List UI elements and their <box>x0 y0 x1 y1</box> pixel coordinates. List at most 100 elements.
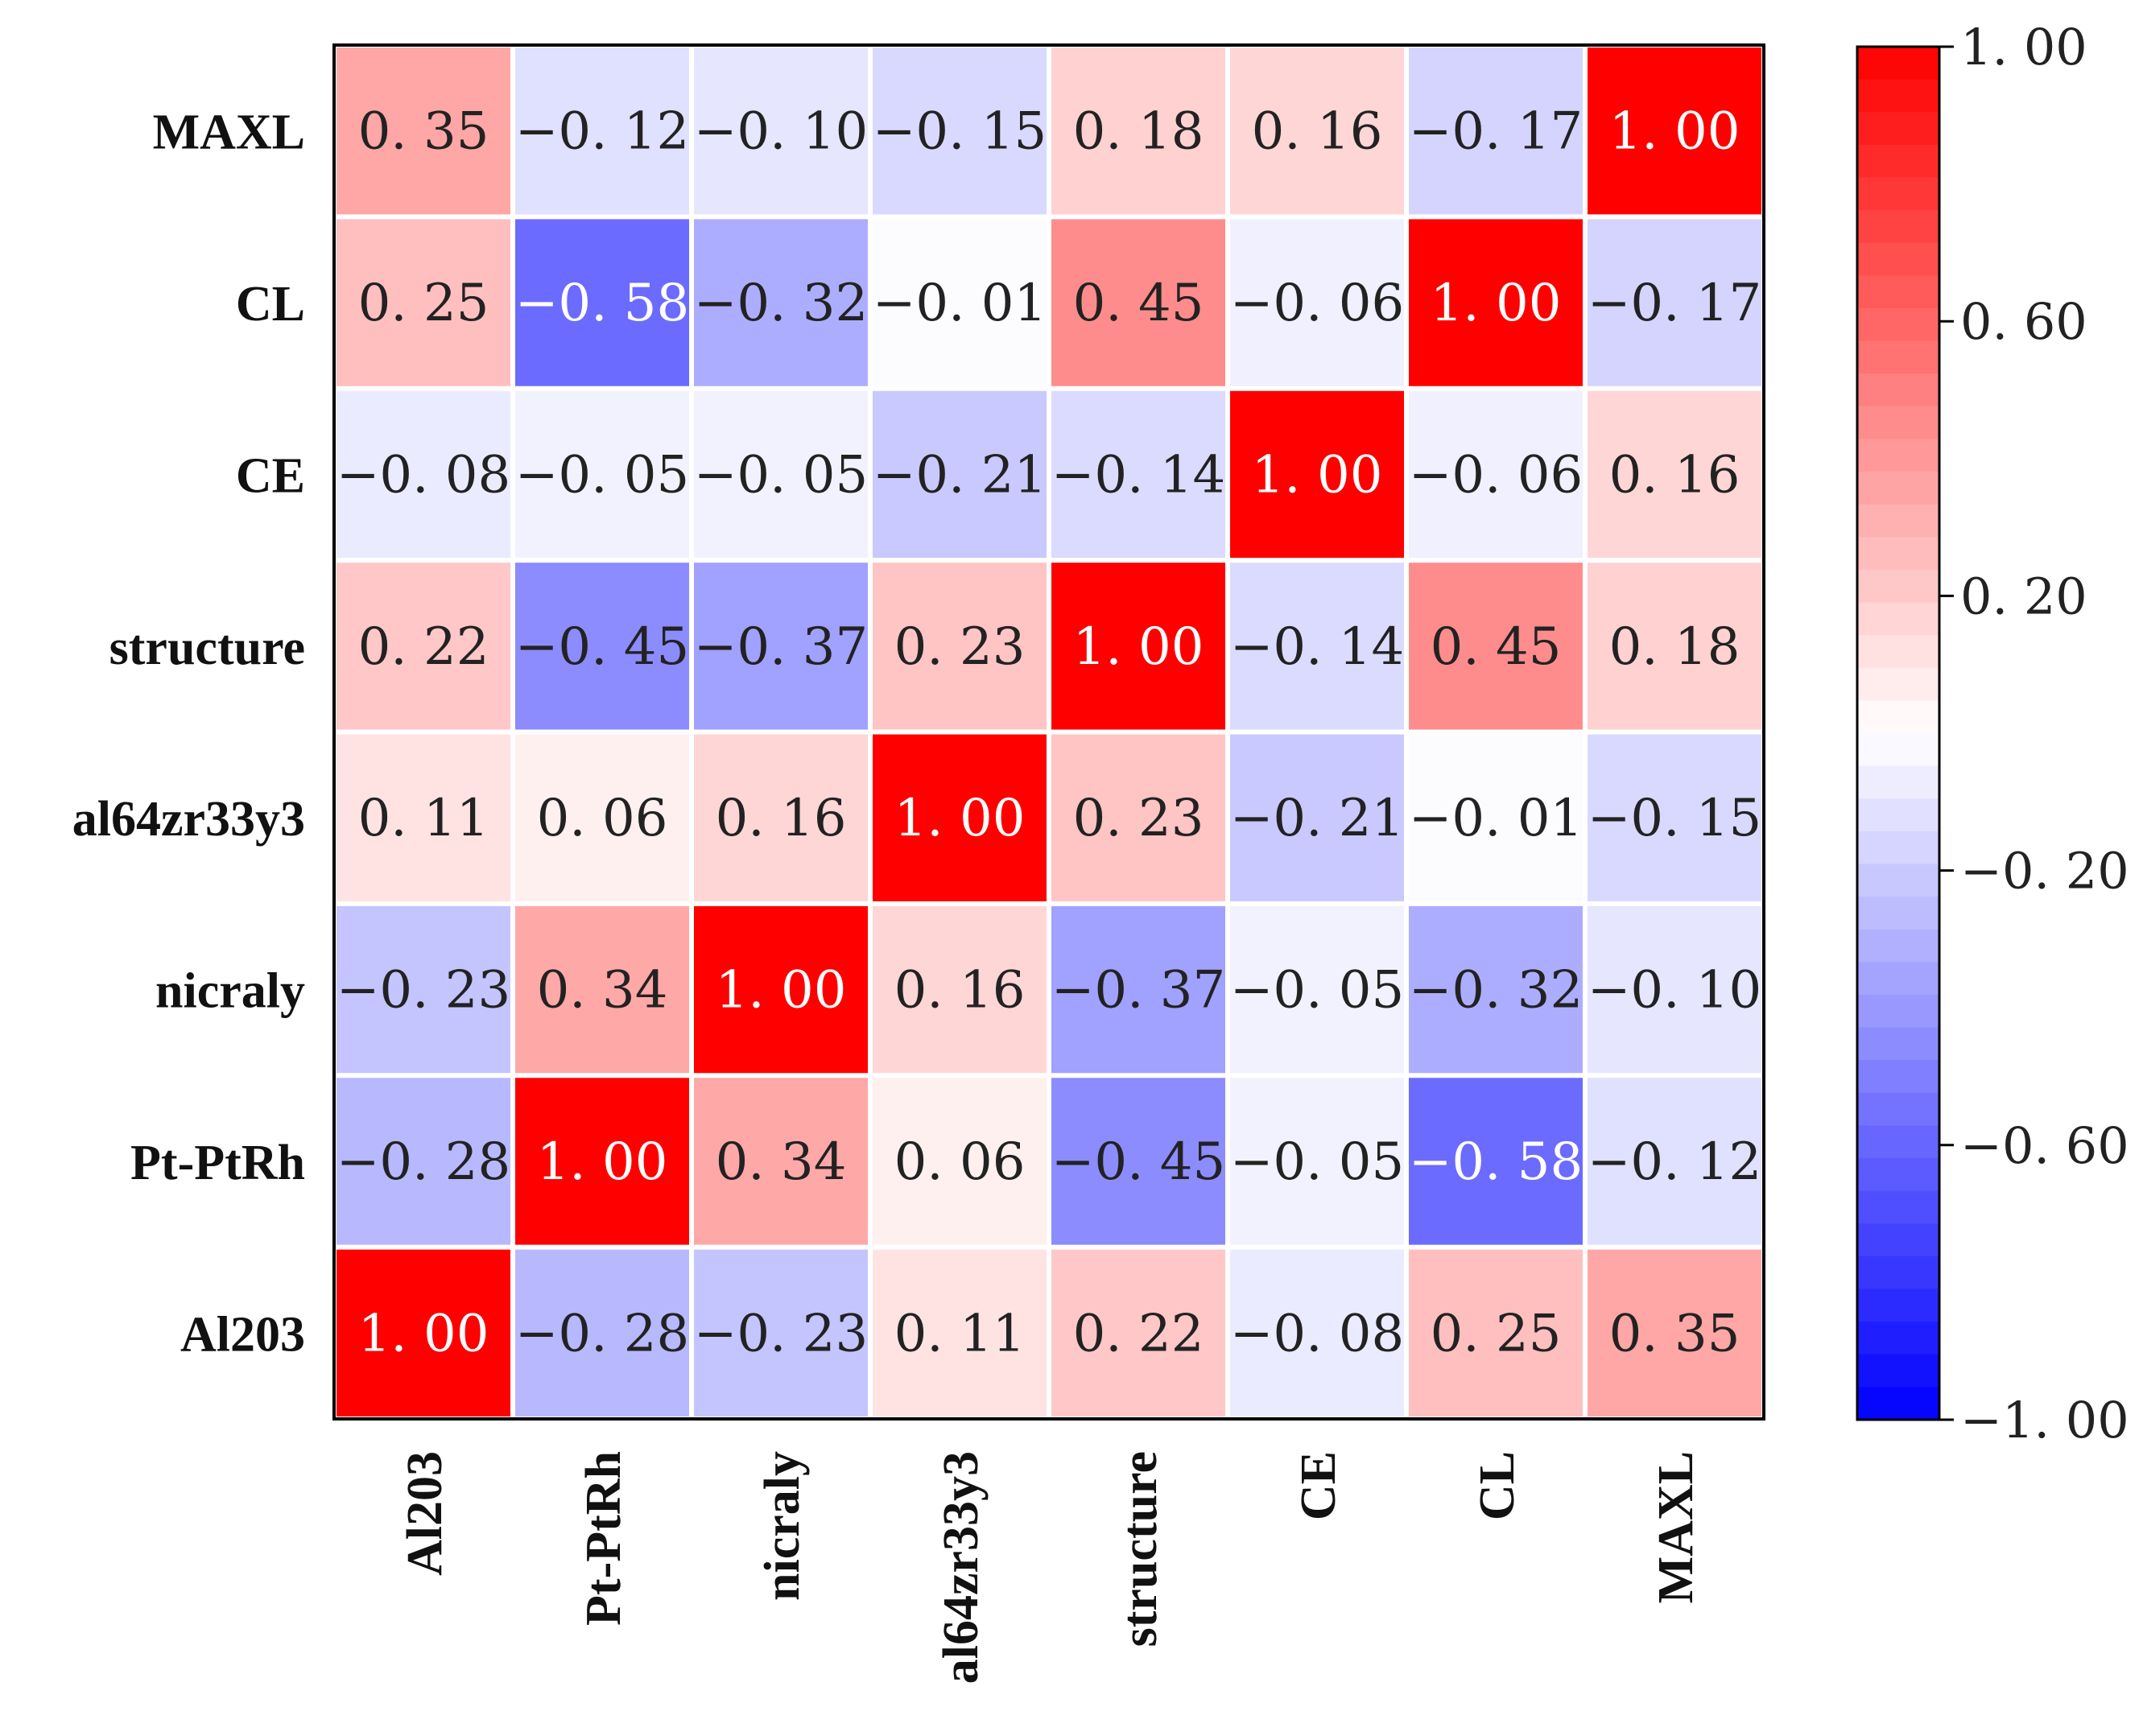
cell-value-label: −0. 01 <box>873 274 1047 333</box>
colorbar-band <box>1857 1060 1939 1094</box>
cell-value-label: −0. 08 <box>337 445 510 505</box>
heatmap-cell <box>873 905 1047 1074</box>
cell-value-label: −0. 58 <box>1409 1132 1583 1192</box>
row-tick-label: nicraly <box>155 964 305 1019</box>
colorbar-tick-label: 0. 20 <box>1960 567 2087 625</box>
heatmap-cell <box>1051 563 1225 730</box>
plot-frame <box>332 43 1765 1421</box>
cell-value-label: −0. 14 <box>1230 617 1404 677</box>
cell-value-label: 1. 00 <box>1252 445 1383 505</box>
colorbar-band <box>1857 635 1939 669</box>
heatmap-cell <box>694 390 868 559</box>
cell-value-label: −0. 32 <box>694 274 868 333</box>
cell-value-label: −0. 12 <box>515 102 689 162</box>
colorbar-band <box>1857 340 1939 375</box>
heatmap-cell <box>1588 47 1761 215</box>
heatmap-cell <box>694 563 868 730</box>
cell-value-label: −0. 28 <box>337 1132 510 1192</box>
cell-value-label: 0. 34 <box>716 1132 847 1192</box>
cell-value-label: −0. 10 <box>1588 961 1761 1021</box>
heatmap-cell <box>694 734 868 901</box>
heatmap-cell <box>337 905 510 1074</box>
heatmap-cell <box>515 905 689 1074</box>
heatmap-cell <box>515 734 689 901</box>
cell-value-label: −0. 28 <box>515 1304 689 1363</box>
cell-value-label: −0. 15 <box>1588 789 1761 848</box>
heatmap-cell <box>515 1078 689 1245</box>
cell-value-label: 0. 23 <box>1073 789 1204 848</box>
heatmap-cell <box>1409 734 1583 901</box>
row-tick-label: Pt-PtRh <box>130 1136 305 1190</box>
cell-value-label: 0. 16 <box>1252 102 1383 162</box>
cell-value-label: −0. 37 <box>1051 961 1225 1021</box>
cell-value-label: 0. 06 <box>894 1132 1026 1192</box>
row-tick-label: CL <box>236 277 305 332</box>
colorbar-band <box>1857 831 1939 865</box>
heatmap-cell <box>1588 390 1761 559</box>
column-tick-label: al64zr33y3 <box>934 1451 989 1684</box>
colorbar-band <box>1857 733 1939 767</box>
column-tick-label: nicraly <box>755 1451 810 1601</box>
colorbar-band <box>1857 1289 1939 1323</box>
colorbar-tick-label: 0. 60 <box>1960 292 2087 351</box>
colorbar-band <box>1857 1256 1939 1290</box>
colorbar-band <box>1857 1223 1939 1257</box>
cell-value-label: −0. 08 <box>1230 1304 1404 1363</box>
column-tick-label: Al203 <box>398 1451 452 1576</box>
heatmap-cell <box>1230 1249 1404 1416</box>
heatmap-cell <box>694 1249 868 1416</box>
cell-value-label: 0. 45 <box>1431 617 1562 677</box>
cell-value-label: −0. 15 <box>873 102 1047 162</box>
cell-value-label: 1. 00 <box>358 1304 489 1363</box>
column-labels: Al203 Pt-PtRh nicraly al64zr33y3 structure CE… <box>398 1451 1703 1684</box>
heatmap-cell <box>694 1078 868 1245</box>
cell-value-label: −0. 23 <box>337 961 510 1021</box>
colorbar-band <box>1857 373 1939 407</box>
heatmap-cell <box>1051 219 1225 386</box>
colorbar-band <box>1857 798 1939 832</box>
cell-value-label: 0. 06 <box>537 789 668 848</box>
cell-value-label: 0. 16 <box>894 961 1026 1021</box>
cell-value-label: 0. 22 <box>1073 1304 1204 1363</box>
row-tick-label: structure <box>109 621 305 675</box>
cell-value-label: 1. 00 <box>1073 617 1204 677</box>
heatmap-cell <box>873 563 1047 730</box>
cell-value-label: −0. 06 <box>1409 445 1583 505</box>
cell-value-label: 0. 25 <box>358 274 489 333</box>
colorbar-band <box>1857 112 1939 146</box>
colorbar-band <box>1857 700 1939 734</box>
colorbar-band <box>1857 439 1939 473</box>
cell-value-label: −0. 12 <box>1588 1132 1761 1192</box>
heatmap-cell <box>337 734 510 901</box>
cell-value-label: −0. 58 <box>515 274 689 333</box>
colorbar-tick-label: 1. 00 <box>1960 18 2087 76</box>
colorbar-tick-label: −0. 60 <box>1960 1116 2129 1175</box>
heatmap-cell <box>337 563 510 730</box>
cell-value-label: −0. 05 <box>1230 1132 1404 1192</box>
heatmap-cell <box>515 1249 689 1416</box>
heatmap-cell <box>873 1249 1047 1416</box>
column-tick-label: CE <box>1291 1451 1346 1520</box>
cell-value-label: −0. 14 <box>1051 445 1225 505</box>
cell-value-label: 1. 00 <box>894 789 1026 848</box>
heatmap-cell <box>1588 563 1761 730</box>
heatmap-cell <box>873 1078 1047 1245</box>
heatmap-cell <box>337 1078 510 1245</box>
heatmap-cell <box>1051 1078 1225 1245</box>
colorbar-band <box>1857 1322 1939 1355</box>
heatmap-cell <box>515 563 689 730</box>
colorbar-band <box>1857 569 1939 604</box>
colorbar-band <box>1857 1027 1939 1062</box>
cell-value-label: 1. 00 <box>1609 102 1740 162</box>
colorbar-band <box>1857 47 1939 80</box>
cell-value-label: 0. 35 <box>1609 1304 1740 1363</box>
heatmap-cell <box>1230 734 1404 901</box>
cell-value-label: 0. 16 <box>716 789 847 848</box>
cell-value-label: −0. 45 <box>1051 1132 1225 1192</box>
cell-value-label: 1. 00 <box>1431 274 1562 333</box>
cell-value-label: 0. 16 <box>1609 445 1740 505</box>
cell-value-label: −0. 17 <box>1588 274 1761 333</box>
row-tick-label: CE <box>236 448 305 503</box>
colorbar-band <box>1857 1092 1939 1127</box>
colorbar-band <box>1857 864 1939 898</box>
